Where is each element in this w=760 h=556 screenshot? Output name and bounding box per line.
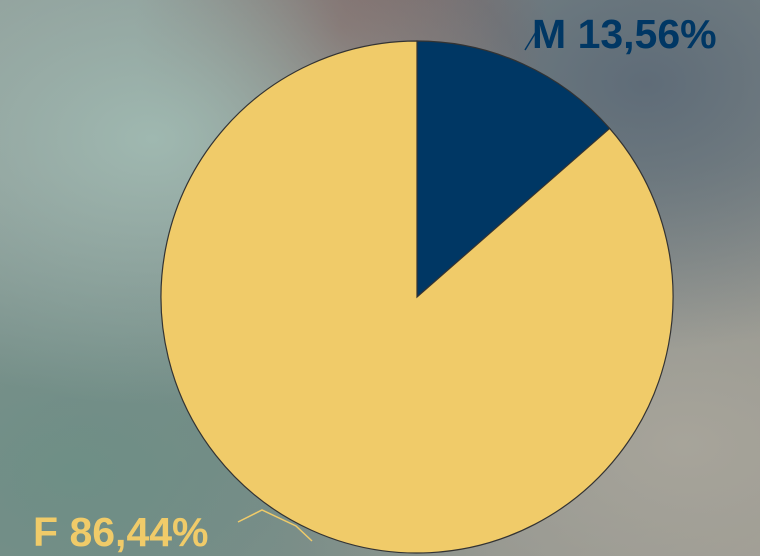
pie-slice — [160, 40, 674, 554]
slice-label: M 13,56% — [532, 11, 717, 57]
pie — [160, 40, 674, 554]
slice-label: F 86,44% — [33, 509, 209, 555]
leader-line — [524, 31, 537, 51]
value-label: 13,56% — [578, 11, 717, 57]
value-label: 86,44% — [69, 509, 208, 555]
pie-slice — [416, 40, 611, 299]
category: M — [532, 11, 566, 57]
category: F — [33, 509, 58, 555]
leader-line — [237, 509, 313, 542]
